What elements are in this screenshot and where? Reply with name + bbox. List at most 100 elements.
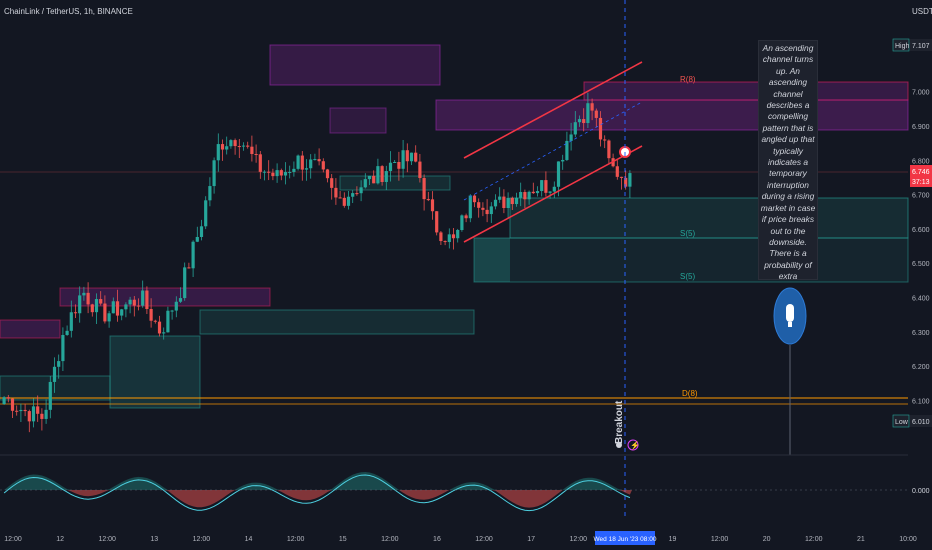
candle-body [565,140,569,160]
candle-body [149,308,153,321]
y-tick-label: 6.900 [912,124,930,131]
x-tick-label: 12:00 [287,536,305,543]
candle-body [69,312,73,331]
supply-zone [0,319,61,339]
x-tick-label: 12:00 [711,536,729,543]
candle-body [229,140,233,147]
current-price-tag: 6.746 37:13 [910,165,932,187]
zone-label-d: D(8) [682,389,698,398]
candle-body [191,241,195,269]
supply-zone [269,44,441,86]
candle-body [481,207,485,210]
candle-body [166,310,170,333]
lightning-icon[interactable] [627,439,639,451]
candle-body [204,200,208,227]
candle-body [120,309,124,316]
y-tick-label: 6.300 [912,330,930,337]
idea-pin[interactable] [773,287,807,455]
candle-body [624,177,628,187]
candle-body [372,175,376,184]
candle-body [313,159,317,161]
candle-body [498,196,502,200]
time-axis[interactable]: 12:00 12 12:00 13 12:00 14 12:00 15 12:00 16 12:00… [4,531,917,545]
oscillator-line [3,474,631,512]
candle-body [27,411,31,422]
svg-text:6.746: 6.746 [912,169,930,176]
candle-body [422,178,426,200]
svg-text:High: High [895,43,910,50]
x-highlight [595,531,655,545]
candle-body [598,117,603,140]
candle-body [225,146,229,150]
x-tick-label: 12:00 [381,536,399,543]
candle-body [52,366,57,382]
y-tick-label: 6.400 [912,296,930,303]
candle-body [15,410,19,412]
x-tick-label: 12:00 [475,536,493,543]
candle-body [439,232,443,242]
candle-body [506,197,510,208]
candle-body [468,195,472,219]
candle-body [31,406,36,422]
supply-zone [583,81,909,101]
candle-body [464,215,468,219]
candle-body [86,292,90,305]
candle-body [317,159,321,162]
y-tick-label: 6.800 [912,158,930,165]
candle-body [443,241,447,243]
candle-body [195,236,199,242]
candle-body [283,172,288,176]
candle-body [254,154,258,156]
svg-text:⚡: ⚡ [630,440,640,450]
candle-body [220,144,225,150]
candle-body [288,171,292,173]
y-tick-label: 6.100 [912,398,930,405]
candle-body [174,301,178,311]
oscillator-value: 0.000 [912,488,930,495]
candle-body [241,145,246,147]
demand-zone [474,238,510,282]
high-tag: High 7.107 [892,38,932,52]
candle-body [451,234,456,239]
candle-body [363,179,367,188]
candle-body [615,166,619,177]
price-axis[interactable]: 7.000 6.900 6.800 6.700 6.600 6.500 6.400 6.300… [912,90,930,406]
x-tick-label: 13 [150,536,158,543]
candle-body [607,140,611,159]
candle-body [435,211,439,233]
supply-demand-zones [0,44,909,409]
candle-body [603,139,607,141]
candle-body [384,171,388,182]
candle-body [561,159,565,162]
candle-body [183,267,187,299]
candle-body [10,398,15,411]
svg-text:7.107: 7.107 [912,43,930,50]
svg-text:6.010: 6.010 [912,419,930,426]
candle-body [128,299,132,305]
candle-body [94,299,99,313]
x-tick-label: 12:00 [805,536,823,543]
candle-body [472,195,477,203]
candle-body [355,193,359,195]
candle-body [82,292,86,296]
candle-body [393,162,397,164]
zone-label-s2: S(5) [680,272,695,281]
x-tick-label: 12:00 [98,536,116,543]
demand-zone [473,237,909,283]
low-tag: Low 6.010 [892,414,932,428]
x-tick-label: 15 [339,536,347,543]
candle-body [628,173,632,187]
svg-text:Low: Low [895,419,909,426]
candle-body [619,176,624,178]
candle-body [447,234,451,243]
annotation-note[interactable]: An ascending channel turns up. An ascend… [758,40,818,280]
breakout-bullet [616,442,622,448]
candle-body [124,304,128,310]
candle-body [178,298,183,302]
candle-body [103,303,107,322]
candle-body [321,161,325,170]
candle-body [199,226,204,237]
candle-body [153,320,157,322]
candle-body [325,169,330,179]
